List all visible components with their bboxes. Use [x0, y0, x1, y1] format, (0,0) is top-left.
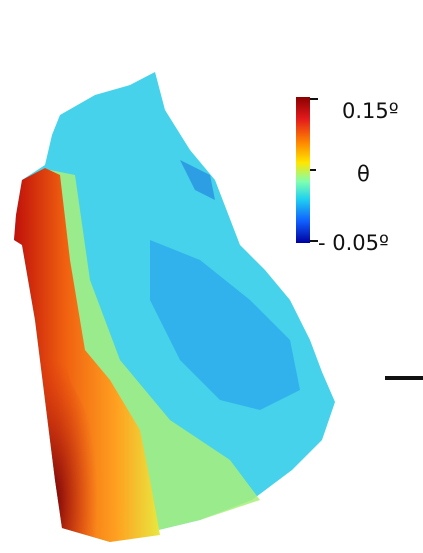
map-hot-region: [30, 260, 120, 542]
colorbar-min-label: - 0.05º: [318, 231, 389, 255]
map-warm-region: [14, 168, 160, 542]
colorbar-symbol: θ: [357, 162, 370, 186]
colorbar-max-label: 0.15º: [342, 99, 399, 123]
colorbar-gradient: [296, 97, 310, 243]
map-blue-edge: [180, 160, 215, 200]
colorbar: 0.15º θ - 0.05º: [296, 97, 399, 255]
map-blue-region: [150, 240, 300, 410]
orientation-map: [14, 72, 335, 542]
